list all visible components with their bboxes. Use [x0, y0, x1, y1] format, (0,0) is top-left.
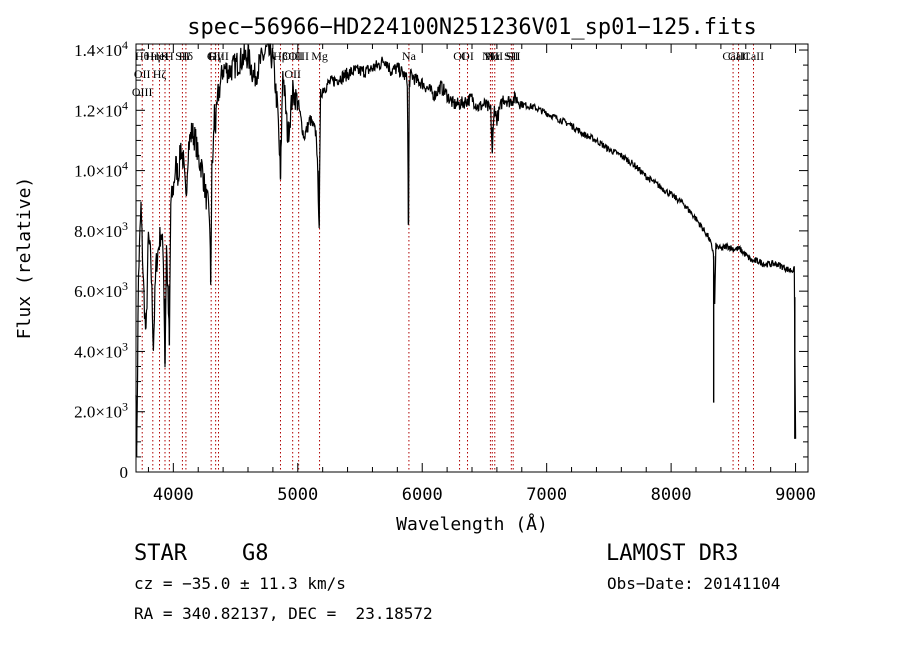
line-marker-label: Hβ	[273, 49, 288, 63]
y-axis-label: Flux (relative)	[14, 177, 35, 340]
line-marker-label: CaII	[743, 49, 764, 63]
obs-date: Obs−Date: 20141104	[607, 574, 780, 593]
line-marker-label: OIII	[208, 49, 229, 63]
chart-title: spec−56966−HD224100N251236V01_sp01−125.f…	[187, 15, 757, 40]
coordinates: RA = 340.82137, DEC = 23.18572	[134, 604, 433, 623]
line-marker-label: H	[165, 49, 174, 63]
x-axis: 4000 5000 6000 7000 8000 9000	[147, 44, 816, 505]
plot-frame	[135, 43, 809, 473]
line-marker-label: G	[207, 49, 216, 63]
line-marker-group	[141, 44, 754, 472]
survey-name: LAMOST DR3	[606, 541, 738, 566]
x-tick-label: 5000	[277, 485, 318, 505]
x-tick-label: 7000	[526, 485, 567, 505]
x-tick-label: 8000	[651, 485, 692, 505]
line-marker-label: Na	[402, 49, 417, 63]
line-marker-label: NII	[482, 49, 499, 63]
line-marker-label: Hζ	[153, 67, 167, 81]
line-marker-label: Hγ	[209, 49, 224, 63]
line-marker-label: K	[161, 49, 170, 63]
line-marker-label: SII	[504, 49, 519, 63]
line-marker-label: OIII	[288, 49, 309, 63]
line-marker-label: Hη	[145, 49, 160, 63]
y-tick-label: 2.0×103	[74, 400, 128, 422]
y-tick-label: 1.4×104	[74, 38, 128, 60]
y-axis: 0 2.0×103 4.0×103 6.0×103 8.0×103 1.0×104 1.2×…	[74, 38, 808, 482]
y-tick-label: 0	[120, 463, 129, 482]
y-tick-label: 1.0×104	[74, 159, 128, 181]
line-marker-label: Hθ	[135, 49, 150, 63]
line-marker-label: OIII	[132, 85, 153, 99]
line-marker-label: NII	[486, 49, 503, 63]
x-tick-label: 4000	[153, 485, 194, 505]
line-marker-label: CaII	[728, 49, 749, 63]
line-marker-label: Hδ	[179, 49, 194, 63]
line-marker-label: OII	[284, 67, 301, 81]
object-class: STAR	[134, 541, 188, 566]
line-marker-label: OI	[453, 49, 466, 63]
subclass: G8	[242, 541, 269, 566]
y-tick-label: 6.0×103	[74, 279, 128, 301]
x-axis-label: Wavelength (Å)	[396, 513, 548, 535]
line-marker-label: Mg	[311, 49, 328, 63]
line-marker-label: OI	[461, 49, 474, 63]
line-marker-label: HeI	[151, 49, 169, 63]
line-marker-label: CaII	[722, 49, 743, 63]
line-marker-label: SII	[175, 49, 190, 63]
line-marker-label: SII	[506, 49, 521, 63]
y-tick-label: 8.0×103	[74, 219, 128, 241]
spectrum-line	[135, 43, 797, 446]
x-tick-label: 9000	[775, 485, 816, 505]
line-marker-label: OII	[134, 67, 151, 81]
y-tick-label: 4.0×103	[74, 339, 128, 361]
redshift-value: cz = −35.0 ± 11.3 km/s	[134, 574, 346, 593]
x-tick-label: 6000	[402, 485, 443, 505]
line-marker-label: Hα	[485, 49, 501, 63]
y-tick-label: 1.2×104	[74, 98, 128, 120]
absorption-dip-group	[135, 127, 796, 457]
